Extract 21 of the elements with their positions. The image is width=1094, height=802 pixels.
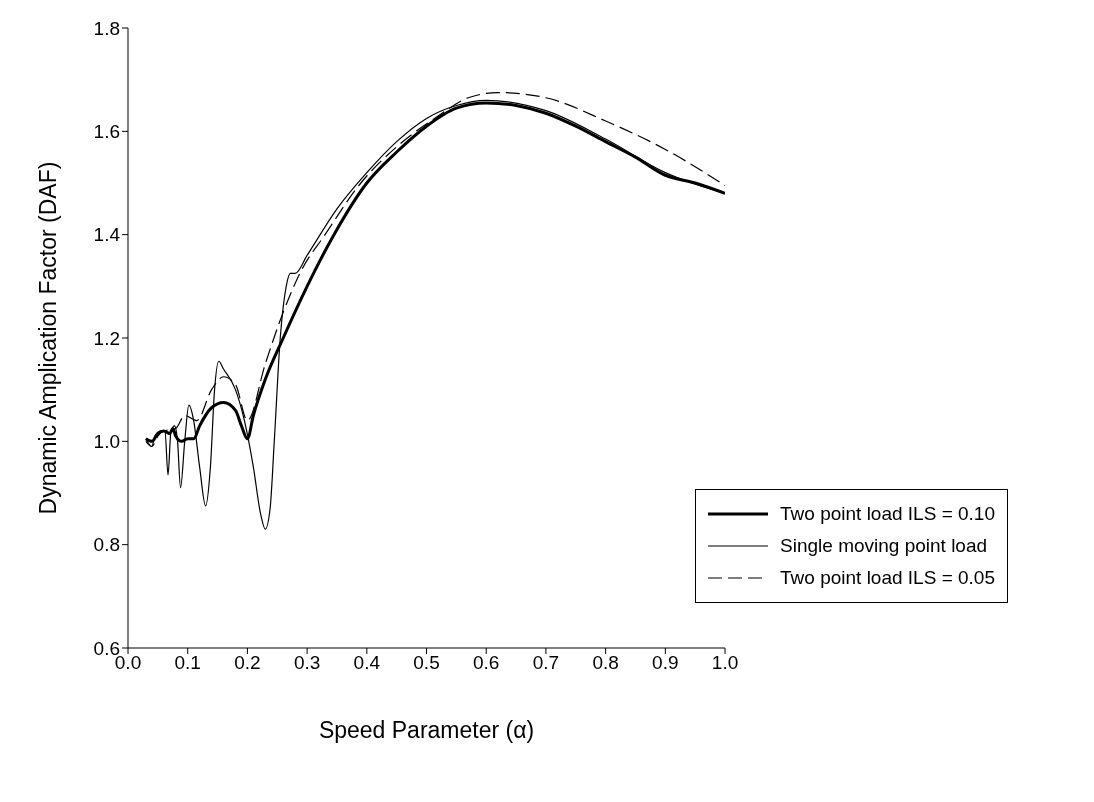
x-axis-title: Speed Parameter (α) [318,717,535,743]
x-tick-label: 1.0 [711,652,739,674]
x-tick-label: 0.2 [234,652,261,674]
y-tick-label: 1.8 [93,17,120,39]
legend-label: Single moving point load [780,535,988,557]
y-tick-label: 1.6 [93,121,120,143]
x-tick-label: 0.3 [293,652,321,674]
y-tick-label: 1.2 [93,327,120,349]
x-tick-label: 0.7 [532,652,560,674]
legend-label: Two point load ILS = 0.10 [780,503,995,525]
x-tick-label: 0.6 [473,652,500,674]
x-tick-label: 0.9 [652,652,679,674]
y-tick-label: 1.4 [93,224,121,246]
legend-label: Two point load ILS = 0.05 [780,567,995,589]
x-tick-label: 0.4 [353,652,381,674]
y-tick-label: 0.8 [93,534,120,556]
y-tick-label: 1.0 [93,431,120,453]
x-tick-label: 0.5 [413,652,440,674]
x-tick-label: 0.8 [592,652,619,674]
y-axis-title: Dynamic Amplication Factor (DAF) [35,161,62,515]
x-tick-label: 0.1 [174,652,201,674]
